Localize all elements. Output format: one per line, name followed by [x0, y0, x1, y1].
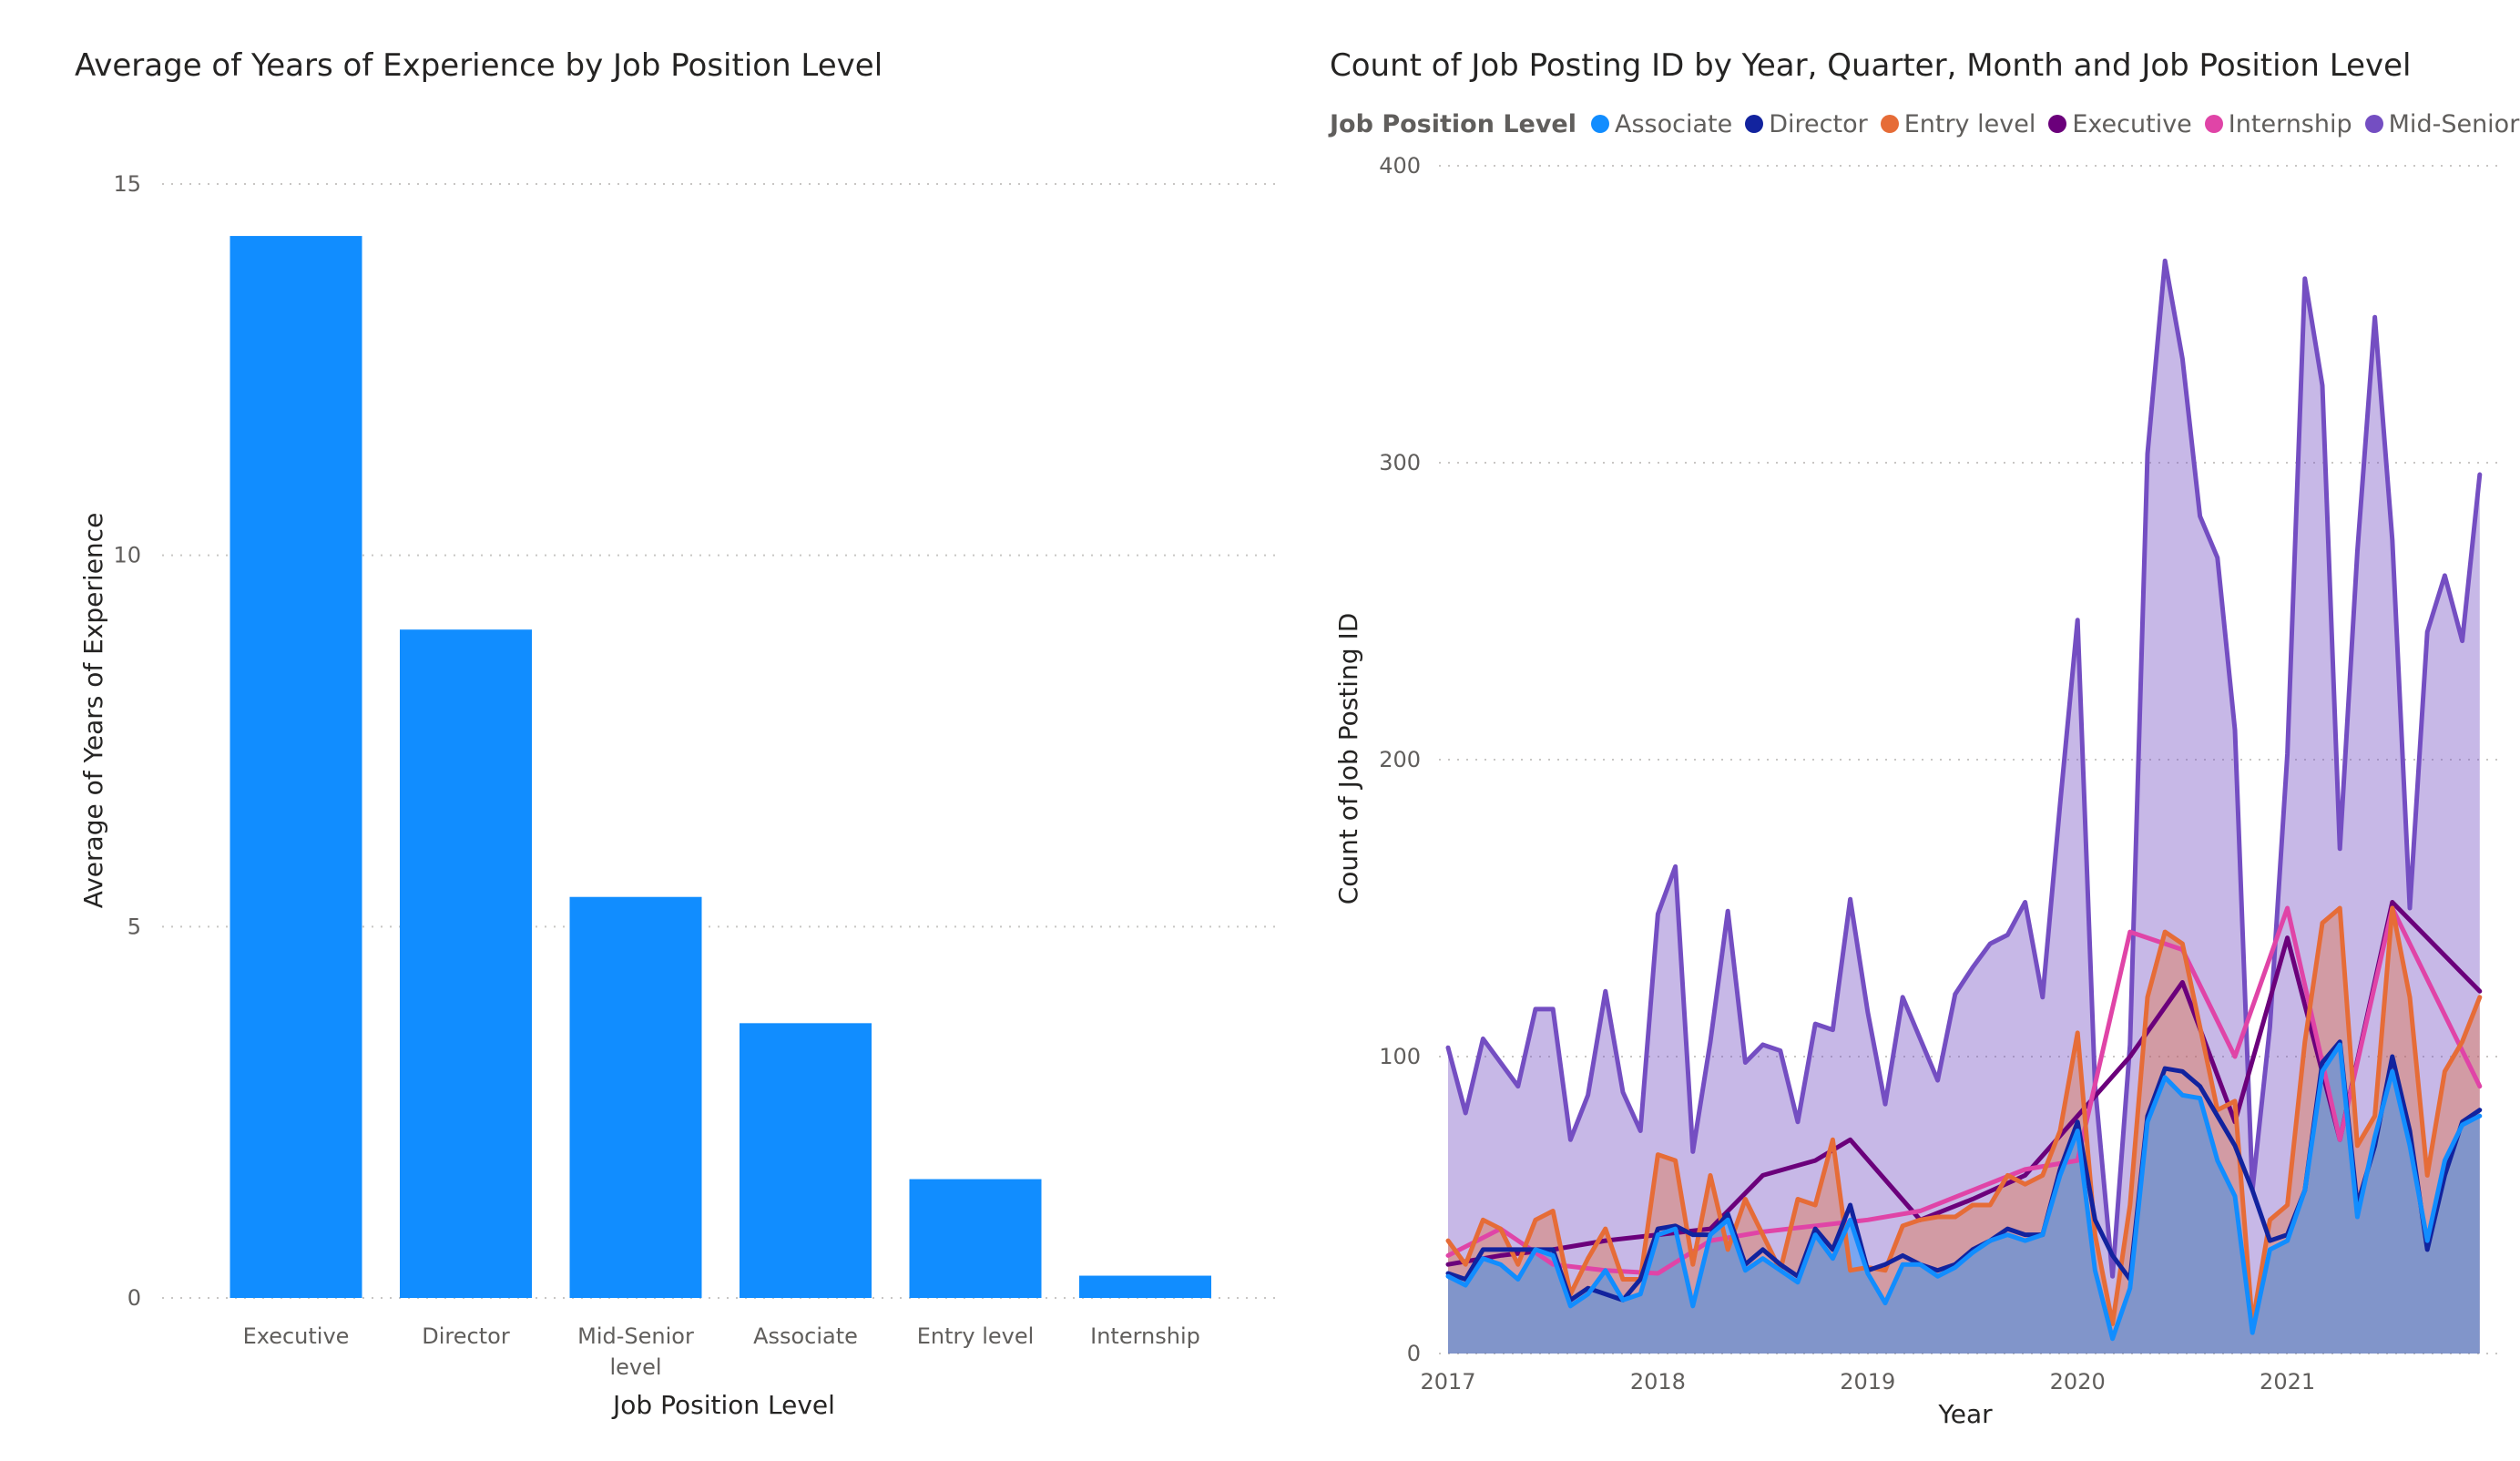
y-tick-label: 100	[1379, 1044, 1421, 1069]
x-tick-label-line: Mid-Senior	[577, 1323, 694, 1349]
bar-associate	[740, 1023, 872, 1298]
legend-marker	[2364, 115, 2383, 133]
x-tick-label: Mid-Senior level	[577, 1323, 694, 1380]
legend-label: Mid-Senior level	[2388, 109, 2520, 138]
line-associate	[1445, 1042, 2483, 1342]
avg-experience-chart: Average of Years of Experience by Job Po…	[75, 47, 1284, 1420]
bar-mid-senior-level	[569, 896, 702, 1298]
legend-label: Internship	[2228, 109, 2352, 138]
legend-item-mid-senior-level[interactable]: Mid-Senior level	[2364, 109, 2520, 138]
left-chart-title: Average of Years of Experience by Job Po…	[75, 47, 883, 84]
x-tick-label: 2017	[1420, 1369, 1475, 1395]
line-mid-senior-level	[1445, 258, 2483, 1279]
legend-label: Entry level	[1903, 109, 2036, 138]
x-tick-label: Entry level	[917, 1323, 1035, 1349]
legend-label: Executive	[2072, 109, 2192, 138]
bar-entry-level	[909, 1179, 1042, 1298]
legend-item-entry-level[interactable]: Entry level	[1880, 109, 2036, 138]
y-tick-label: 15	[113, 171, 141, 197]
x-tick-label: 2020	[2050, 1369, 2106, 1395]
area-associate	[1448, 1044, 2480, 1354]
x-axis-title: Job Position Level	[611, 1390, 835, 1420]
legend-item-executive[interactable]: Executive	[2048, 109, 2192, 138]
x-tick-label: Executive	[243, 1323, 350, 1349]
legend-item-director[interactable]: Director	[1745, 109, 1868, 138]
legend-label: Associate	[1615, 109, 1733, 138]
bar-executive	[230, 236, 362, 1298]
avg-experience-plot: 0 5 10 15 Executive Director Mid-Senior level As…	[78, 171, 1284, 1420]
legend-marker	[1880, 115, 1899, 133]
legend-marker	[1745, 115, 1764, 133]
bar-director	[400, 629, 532, 1298]
x-tick-label: 2018	[1630, 1369, 1686, 1395]
legend-marker	[2048, 115, 2067, 133]
legend-label: Director	[1769, 109, 1868, 138]
y-tick-label: 10	[113, 543, 141, 568]
legend-title: Job Position Level	[1330, 109, 1577, 138]
job-postings-plot: 0 100 200 300 400 2017 2018 2019 2020 2021 Year Cou…	[1333, 153, 2505, 1429]
y-axis-title: Average of Years of Experience	[78, 513, 108, 909]
right-chart-title: Count of Job Posting ID by Year, Quarter…	[1330, 47, 2412, 84]
y-tick-label: 0	[128, 1285, 141, 1311]
x-tick-label: 2019	[1840, 1369, 1895, 1395]
y-tick-label: 400	[1379, 153, 1421, 179]
x-tick-label-line: level	[609, 1354, 661, 1380]
y-axis-title: Count of Job Posting ID	[1333, 613, 1363, 905]
x-axis-title: Year	[1937, 1399, 1993, 1429]
line-executive	[1445, 899, 2483, 1267]
line-internship	[1445, 905, 2483, 1276]
legend-item-associate[interactable]: Associate	[1591, 110, 1732, 138]
y-tick-label: 5	[128, 914, 141, 939]
legend-marker	[2204, 115, 2223, 133]
bar-internship	[1079, 1275, 1211, 1298]
job-postings-chart: Count of Job Posting ID by Year, Quarter…	[1275, 0, 2520, 1457]
chart-legend: Job Position Level Associate Director Entr…	[1330, 106, 2520, 142]
y-tick-label: 200	[1379, 747, 1421, 772]
line-entry-level	[1445, 905, 2483, 1326]
y-tick-label: 0	[1407, 1341, 1421, 1366]
x-tick-label: Associate	[753, 1323, 858, 1349]
legend-marker	[1591, 115, 1610, 133]
x-tick-label: 2021	[2260, 1369, 2315, 1395]
legend-item-internship[interactable]: Internship	[2204, 109, 2352, 138]
y-tick-label: 300	[1379, 450, 1421, 475]
x-tick-label: Director	[422, 1323, 510, 1349]
x-tick-label: Internship	[1090, 1323, 1200, 1349]
